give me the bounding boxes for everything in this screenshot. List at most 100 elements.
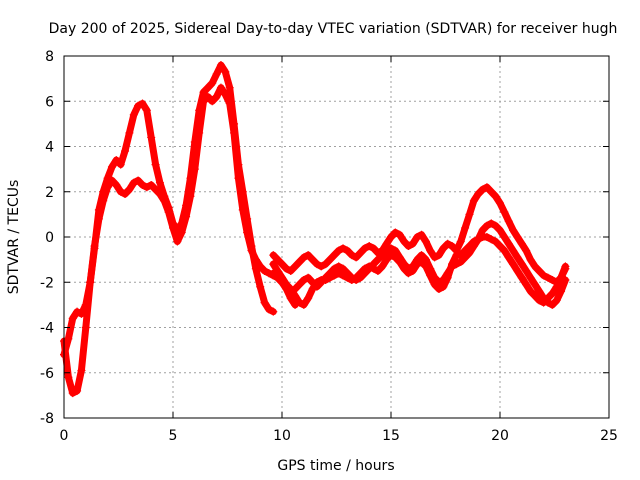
data-point	[182, 212, 191, 221]
data-point	[365, 262, 374, 271]
data-point	[539, 271, 548, 280]
data-point	[400, 237, 409, 246]
data-point	[312, 278, 321, 287]
data-point	[522, 246, 531, 255]
data-point	[408, 239, 417, 248]
data-point	[456, 251, 465, 260]
data-point	[400, 264, 409, 273]
data-point	[482, 183, 491, 192]
data-point	[557, 287, 566, 296]
data-point	[360, 244, 369, 253]
data-point	[68, 389, 77, 398]
data-point	[439, 282, 448, 291]
data-point	[73, 386, 82, 395]
data-point	[208, 79, 217, 88]
data-point	[142, 106, 151, 115]
data-point	[539, 298, 548, 307]
data-point	[251, 255, 260, 264]
data-point	[256, 262, 265, 271]
data-point	[308, 255, 317, 264]
data-point	[513, 253, 522, 262]
y-tick-label: 6	[45, 94, 54, 110]
data-point	[155, 178, 164, 187]
data-point	[243, 228, 252, 237]
data-point	[107, 176, 116, 185]
data-point	[482, 221, 491, 230]
data-point	[308, 285, 317, 294]
data-point	[151, 185, 160, 194]
data-point	[373, 266, 382, 275]
data-point	[352, 273, 361, 282]
data-point	[448, 260, 457, 269]
data-point	[203, 83, 212, 92]
data-point	[347, 275, 356, 284]
data-point	[434, 285, 443, 294]
data-point	[417, 251, 426, 260]
data-point	[103, 183, 112, 192]
data-point	[134, 101, 143, 110]
data-point	[509, 246, 518, 255]
data-point	[151, 160, 160, 169]
data-point	[173, 237, 182, 246]
data-point	[195, 128, 204, 137]
data-point	[339, 264, 348, 273]
data-point	[225, 83, 234, 92]
data-point	[81, 323, 90, 332]
x-tick-label: 5	[169, 428, 178, 444]
data-point	[430, 253, 439, 262]
data-point	[278, 260, 286, 269]
series-track-c-points	[269, 183, 570, 287]
data-point	[530, 280, 539, 289]
data-point	[77, 366, 86, 375]
data-point	[513, 233, 522, 241]
data-point	[339, 244, 348, 253]
data-point	[496, 199, 504, 208]
x-tick-label: 10	[273, 428, 291, 444]
data-point	[186, 192, 195, 201]
data-point	[421, 237, 430, 246]
data-point	[304, 273, 313, 282]
data-point	[278, 273, 286, 282]
data-point	[387, 244, 395, 253]
series-track-b	[60, 84, 299, 359]
data-point	[216, 83, 225, 92]
data-point	[517, 260, 526, 269]
data-point	[269, 251, 278, 260]
data-point	[352, 253, 361, 262]
data-point	[543, 294, 552, 303]
data-point	[234, 174, 243, 183]
data-point	[491, 192, 500, 201]
data-point	[247, 246, 256, 255]
series-track-b-points	[60, 83, 300, 359]
data-point	[491, 221, 500, 230]
data-point	[391, 246, 400, 255]
data-layer	[60, 61, 570, 398]
data-point	[482, 233, 491, 241]
data-point	[325, 273, 334, 282]
data-point	[382, 246, 391, 255]
data-point	[530, 291, 539, 300]
data-point	[129, 110, 138, 119]
data-point	[225, 99, 234, 108]
data-point	[543, 273, 552, 282]
data-point	[552, 282, 561, 291]
data-point	[347, 251, 356, 260]
data-point	[382, 239, 391, 248]
data-point	[199, 97, 208, 106]
data-point	[504, 239, 513, 248]
data-point	[404, 269, 413, 278]
x-tick-label: 20	[491, 428, 509, 444]
data-point	[273, 255, 282, 264]
data-point	[343, 273, 352, 282]
data-point	[413, 260, 422, 269]
data-point	[291, 291, 300, 300]
data-point	[535, 287, 544, 296]
data-point	[121, 190, 130, 199]
data-point	[382, 255, 391, 264]
data-point	[169, 223, 177, 232]
data-point	[434, 251, 443, 260]
data-point	[513, 266, 522, 275]
data-point	[478, 185, 487, 194]
data-point	[295, 257, 304, 266]
